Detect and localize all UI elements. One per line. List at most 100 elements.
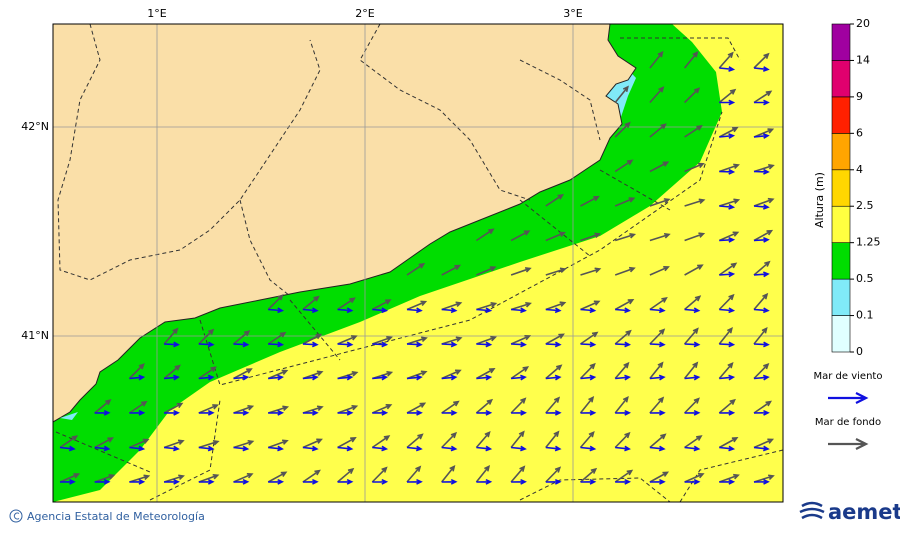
arrow xyxy=(649,50,664,69)
arrow xyxy=(406,402,427,414)
arrow xyxy=(649,265,670,276)
colorbar-label: 2.5 xyxy=(856,199,874,212)
arrow xyxy=(441,336,463,345)
arrow xyxy=(649,396,665,414)
arrow xyxy=(753,374,770,381)
arrow xyxy=(510,397,527,414)
arrow xyxy=(267,439,289,449)
arrow xyxy=(59,473,81,483)
arrow xyxy=(476,367,496,380)
arrow xyxy=(614,469,634,483)
arrow xyxy=(545,341,562,348)
colorbar-bin xyxy=(831,96,851,134)
arrow xyxy=(510,334,532,345)
arrow xyxy=(580,267,602,276)
arrow xyxy=(719,133,736,139)
arrow xyxy=(198,328,215,345)
arrow xyxy=(649,478,666,485)
arrow xyxy=(371,466,388,483)
arrow xyxy=(580,374,597,381)
colorbar: 0 0.1 0.5 1.25 2.5 4 6 9 14 20 Altura (m) xyxy=(813,17,881,358)
arrow xyxy=(718,437,739,449)
arrow xyxy=(302,438,323,449)
arrow xyxy=(719,478,736,485)
arrow xyxy=(371,404,393,414)
arrow xyxy=(649,123,667,138)
legend-label: Mar de viento xyxy=(814,371,883,382)
lon-label: 2°E xyxy=(355,7,374,20)
arrow xyxy=(579,395,595,414)
arrow xyxy=(753,128,775,138)
wave-arrows xyxy=(59,50,775,485)
land xyxy=(53,24,637,423)
copyright-icon xyxy=(9,509,23,523)
arrow xyxy=(580,445,597,452)
arrow xyxy=(614,197,636,207)
arrow xyxy=(476,478,493,485)
arrow xyxy=(683,51,699,69)
arrow xyxy=(684,87,701,104)
arrow xyxy=(233,439,255,449)
arrow xyxy=(268,478,285,485)
lat-label: 41°N xyxy=(21,329,49,342)
arrow xyxy=(267,331,287,345)
arrow xyxy=(372,478,389,485)
arrow xyxy=(337,409,354,416)
arrow xyxy=(649,328,666,345)
arrow xyxy=(649,471,670,483)
arrow xyxy=(406,478,423,485)
logo-text: aemet xyxy=(828,500,900,524)
arrow xyxy=(59,478,76,485)
arrow xyxy=(753,99,770,106)
arrow xyxy=(233,478,250,485)
arrow xyxy=(511,374,527,381)
arrow xyxy=(475,398,494,414)
arrow xyxy=(267,294,284,311)
arrow xyxy=(164,341,180,348)
arrow xyxy=(719,307,736,314)
arrow xyxy=(441,431,458,449)
arrow xyxy=(684,478,701,485)
logo: aemet xyxy=(799,500,900,524)
arrow xyxy=(441,264,462,276)
arrow xyxy=(579,430,595,449)
arrow xyxy=(649,341,666,348)
arrow xyxy=(545,478,562,485)
arrow xyxy=(545,231,566,242)
arrow xyxy=(753,133,770,139)
arrow xyxy=(371,299,392,311)
arrow xyxy=(649,198,671,207)
arrow xyxy=(718,326,733,345)
arrow xyxy=(476,302,498,311)
arrow xyxy=(719,341,736,348)
arrow xyxy=(476,266,497,276)
arrow xyxy=(719,409,736,416)
arrow xyxy=(232,330,251,345)
arrow xyxy=(510,301,532,311)
arrow xyxy=(372,409,389,416)
arrow xyxy=(337,341,354,348)
arrow xyxy=(545,430,560,449)
arrow xyxy=(649,232,671,242)
arrow xyxy=(580,409,597,416)
arrow xyxy=(580,331,599,345)
credit: Agencia Estatal de Meteorología xyxy=(27,510,205,523)
arrow xyxy=(441,445,458,452)
arrow xyxy=(545,409,562,416)
arrow xyxy=(406,300,428,311)
arrow xyxy=(441,369,462,380)
arrow xyxy=(94,478,111,485)
arrow xyxy=(372,374,389,381)
arrow xyxy=(614,233,637,242)
arrow xyxy=(614,329,632,345)
arrow xyxy=(753,229,774,242)
arrow xyxy=(649,307,666,314)
arrow xyxy=(545,301,567,311)
legend-arrow xyxy=(828,392,869,404)
arrow xyxy=(753,168,770,175)
arrow xyxy=(753,445,770,452)
arrow xyxy=(719,271,736,278)
lat-label: 42°N xyxy=(21,120,49,133)
arrow xyxy=(267,369,289,380)
arrow xyxy=(545,466,562,483)
